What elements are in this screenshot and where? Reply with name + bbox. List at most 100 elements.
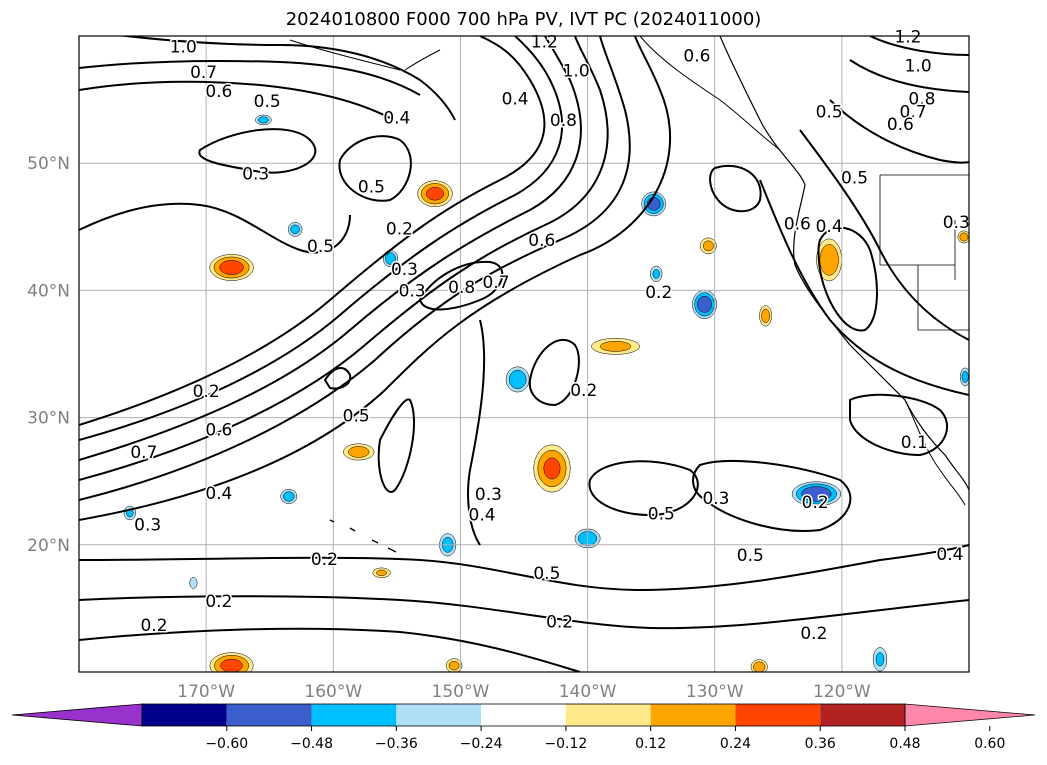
anomaly-level [376, 569, 387, 576]
contour-label: 0.4 [936, 545, 963, 565]
lon-tick-label: 120°W [813, 682, 871, 702]
contour-label: 0.6 [887, 115, 914, 135]
anomaly-level [819, 244, 839, 276]
anomaly-level [875, 652, 885, 667]
colorbar-bin [820, 704, 905, 726]
ivt-anomaly-blob [343, 443, 375, 461]
contour-label: 0.4 [502, 90, 529, 110]
anomaly-level [258, 116, 269, 124]
colorbar-tick-label: 0.36 [805, 736, 836, 752]
anomaly-level [219, 260, 244, 275]
colorbar-bin [565, 704, 651, 726]
lon-tick-label: 170°W [177, 682, 235, 702]
anomaly-level [385, 252, 396, 265]
colorbar-tick-label: −0.24 [460, 736, 503, 752]
contour-label: 0.4 [469, 506, 496, 526]
contour-label: 0.3 [399, 282, 426, 302]
coastlines [289, 36, 969, 553]
ivt-anomaly-blob [650, 265, 663, 282]
contour-label: 0.2 [193, 382, 220, 402]
contour-label: 0.1 [901, 433, 928, 453]
ivt-anomaly-blob [382, 250, 399, 268]
contour-label: 0.2 [311, 550, 338, 570]
anomaly-level [961, 370, 969, 383]
lat-tick-label: 20°N [27, 536, 70, 556]
colorbar-bin [311, 704, 397, 726]
contour-label: 0.6 [205, 82, 232, 102]
colorbar-tick-label: −0.36 [375, 736, 418, 752]
contour-label: 0.3 [475, 485, 502, 505]
colorbar-bin [481, 704, 566, 726]
ivt-anomaly-blob [533, 444, 571, 493]
colorbar-tick-label: −0.12 [544, 736, 587, 752]
anomaly-level [283, 491, 295, 502]
contour-label: 0.3 [134, 516, 161, 536]
contour-label: 0.4 [816, 217, 843, 237]
contour-label: 0.8 [550, 111, 577, 131]
contour-label: 0.5 [343, 406, 370, 426]
colorbar-tick-label: 0.48 [889, 736, 920, 752]
ivt-anomaly-blob [791, 481, 842, 507]
pv-contours [79, 36, 969, 672]
anomaly-level [600, 341, 632, 352]
contour-label: 0.3 [242, 165, 269, 185]
anomaly-level [290, 224, 300, 235]
contour-label: 0.2 [645, 283, 672, 303]
colorbar-tick-label: 0.60 [974, 736, 1005, 752]
contour-label: 0.5 [816, 102, 843, 122]
ivt-anomaly-blob [641, 191, 666, 217]
contour-label: 0.7 [483, 273, 510, 293]
contour-label: 0.7 [190, 63, 217, 83]
contour-label: 0.2 [570, 381, 597, 401]
axis-ticks: 50°N 40°N 30°N 20°N 170°W 160°W 150°W 140°W 130°… [27, 154, 871, 702]
anomaly-level [761, 308, 770, 323]
ivt-anomaly-blob [417, 180, 453, 207]
anomaly-fill-layer [123, 114, 969, 672]
colorbar-bin [396, 704, 482, 726]
colorbar-bin [650, 704, 736, 726]
ivt-anomaly-blob [759, 305, 772, 327]
ivt-anomaly-blob [209, 652, 254, 672]
anomaly-level [959, 232, 969, 242]
colorbar-frame [141, 703, 906, 727]
ivt-anomaly-blob [209, 254, 254, 281]
anomaly-level [703, 240, 714, 252]
contour-label: 0.6 [683, 46, 710, 66]
ivt-anomaly-blob [287, 222, 303, 237]
contour-label: 1.0 [905, 57, 932, 77]
ivt-anomaly-blob [189, 577, 198, 589]
contour-label: 0.5 [841, 168, 868, 188]
ivt-anomaly-blob [445, 658, 463, 672]
lon-tick-label: 160°W [304, 682, 362, 702]
ivt-anomaly-blob [692, 289, 717, 319]
contour-label: 1.2 [894, 27, 921, 47]
lat-tick-label: 50°N [27, 154, 70, 174]
contour-label: 0.5 [254, 92, 281, 112]
contour-label: 0.3 [391, 260, 418, 280]
contour-label: 0.2 [800, 624, 827, 644]
contour-label: 0.8 [448, 278, 475, 298]
lat-tick-label: 40°N [27, 281, 70, 301]
anomaly-level [753, 661, 766, 672]
contour-label: 0.4 [205, 484, 232, 504]
contour-label: 0.6 [528, 231, 555, 251]
contour-label: 0.5 [648, 504, 675, 524]
anomaly-level [448, 660, 460, 671]
anomaly-level [508, 369, 527, 389]
colorbar-tick-label: −0.60 [205, 736, 248, 752]
contour-label: 0.2 [205, 592, 232, 612]
contour-label: 0.7 [900, 102, 927, 122]
lon-tick-label: 140°W [559, 682, 617, 702]
ivt-anomaly-blob [505, 366, 530, 393]
lon-tick-label: 150°W [432, 682, 490, 702]
anomaly-level [220, 658, 243, 672]
map-frame [78, 35, 970, 673]
ivt-anomaly-blob [255, 114, 272, 126]
contour-label: 1.0 [563, 62, 590, 82]
contour-label: 0.2 [802, 493, 829, 513]
colorbar-bin [735, 704, 821, 726]
contour-label: 0.2 [386, 219, 413, 239]
colorbar-bin [226, 704, 312, 726]
map-title: 2024010800 F000 700 hPa PV, IVT PC (2024… [285, 9, 762, 30]
ivt-anomaly-blob [750, 659, 768, 672]
